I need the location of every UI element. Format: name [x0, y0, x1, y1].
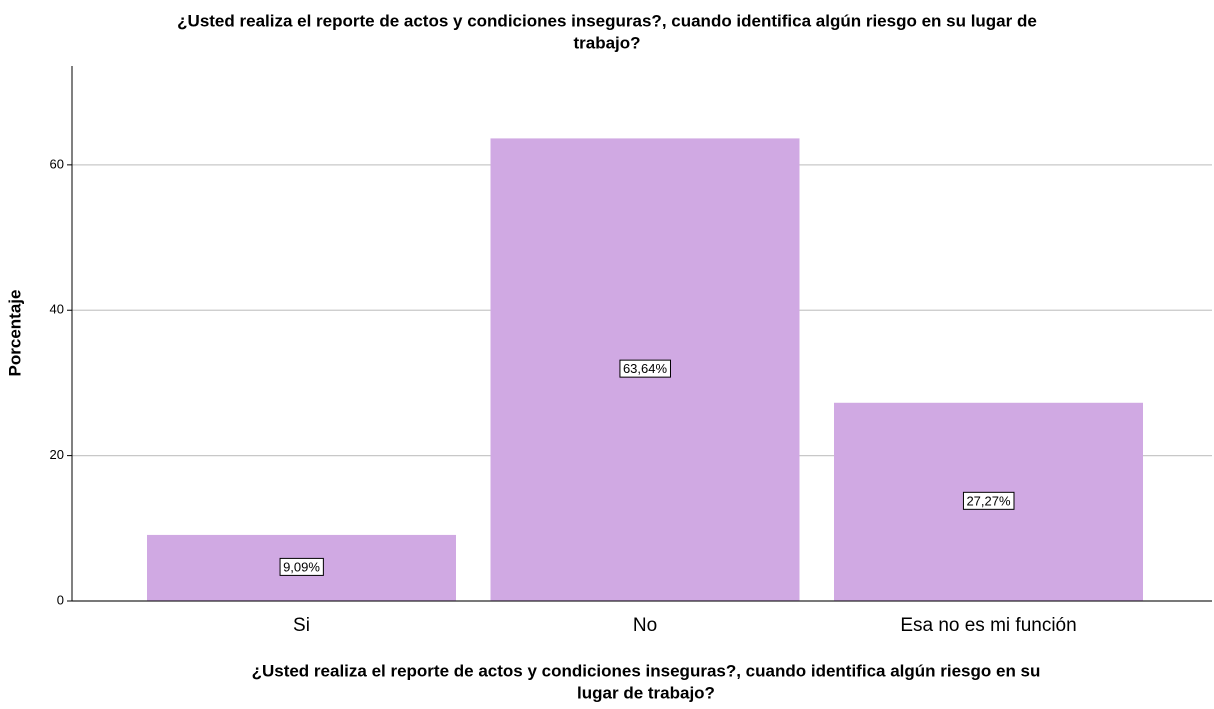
y-tick-label: 0: [57, 592, 64, 607]
data-label: 9,09%: [283, 559, 320, 574]
x-tick-label: Si: [293, 615, 310, 636]
data-label: 27,27%: [966, 493, 1011, 508]
chart-title: trabajo?: [573, 33, 640, 52]
x-tick-label: No: [633, 615, 657, 636]
y-tick-label: 60: [50, 156, 64, 171]
chart-title: ¿Usted realiza el reporte de actos y con…: [177, 11, 1037, 30]
data-label: 63,64%: [623, 361, 668, 376]
x-axis-label: ¿Usted realiza el reporte de actos y con…: [252, 661, 1041, 680]
data-label-box: [962, 491, 1015, 510]
data-label-box: [279, 557, 324, 576]
x-tick-label: Esa no es mi función: [900, 615, 1076, 636]
y-tick-label: 20: [50, 447, 64, 462]
x-axis-label: lugar de trabajo?: [577, 683, 715, 702]
y-tick-label: 40: [50, 302, 64, 317]
data-label-box: [619, 359, 671, 378]
y-axis-label: Porcentaje: [5, 290, 24, 377]
